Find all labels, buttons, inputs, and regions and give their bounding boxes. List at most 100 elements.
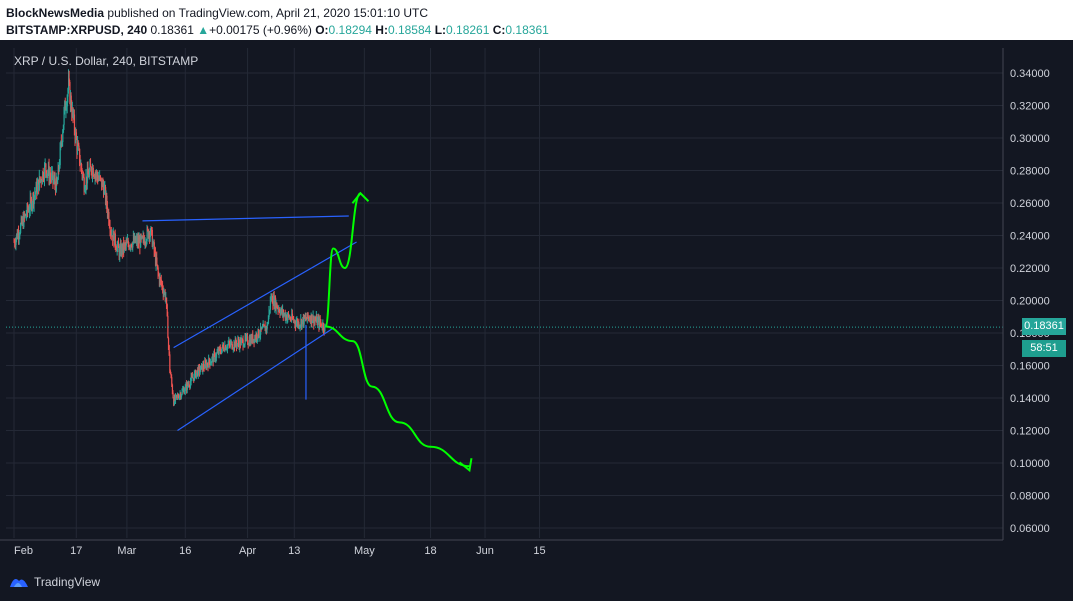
candle-body: [89, 163, 91, 171]
candle-body: [44, 164, 46, 179]
candle-body: [109, 226, 111, 232]
candle-body: [209, 358, 211, 363]
candle-body: [100, 177, 102, 179]
drawings: [6, 191, 1003, 473]
candle-body: [100, 175, 102, 178]
y-tick-label: 0.22000: [1010, 263, 1050, 275]
candle-body: [63, 110, 65, 125]
bearish-projection-line: [325, 325, 470, 468]
candle-body: [89, 170, 91, 178]
y-tick-label: 0.08000: [1010, 491, 1050, 503]
candle-body: [210, 363, 212, 365]
x-tick-label: 16: [179, 545, 191, 557]
symbol-label: BITSTAMP:XRPUSD, 240: [6, 23, 148, 37]
candle-body: [262, 327, 264, 329]
x-tick-label: 18: [424, 545, 436, 557]
candle-body: [270, 299, 272, 310]
candle-body: [108, 211, 110, 224]
candle-body: [171, 377, 173, 385]
y-tick-label: 0.34000: [1010, 68, 1050, 80]
candle-body: [181, 390, 183, 395]
y-tick-label: 0.06000: [1010, 523, 1050, 535]
y-tick-label: 0.16000: [1010, 361, 1050, 373]
candle-body: [62, 132, 64, 143]
channel-line: [173, 241, 357, 349]
open-value: 0.18294: [328, 23, 372, 37]
x-tick-label: Apr: [239, 545, 256, 557]
candle-body: [118, 242, 120, 248]
tradingview-brand[interactable]: TradingView: [34, 575, 101, 589]
chart-area[interactable]: 0.34000 0.32000 0.30000 0.28000 0.26000 0.240…: [0, 40, 1073, 565]
candle-body: [172, 384, 174, 393]
candle-body: [35, 192, 37, 194]
candle-body: [76, 132, 78, 140]
down-arrowhead-icon: [458, 458, 473, 473]
candle-body: [152, 243, 154, 247]
candle-body: [149, 231, 151, 238]
candle-body: [168, 345, 170, 355]
candle-body: [181, 394, 183, 398]
candle-body: [247, 336, 249, 344]
candle-body: [151, 229, 153, 247]
y-tick-label: 0.32000: [1010, 101, 1050, 113]
high-label: H:: [375, 23, 388, 37]
bullish-projection-line: [324, 192, 362, 328]
candle-body: [172, 392, 174, 398]
change-arrow-icon: ▲: [197, 23, 210, 37]
candle-body: [87, 168, 89, 184]
candle-body: [271, 295, 273, 304]
close-value: 0.18361: [505, 23, 549, 37]
candle-body: [166, 297, 168, 305]
candle-body: [19, 233, 21, 236]
y-tick-label: 0.24000: [1010, 231, 1050, 243]
candle-body: [20, 224, 22, 234]
candle-body: [125, 242, 127, 246]
y-tick-label: 0.12000: [1010, 426, 1050, 438]
x-tick-label: Feb: [14, 545, 33, 557]
candle-body: [37, 184, 39, 194]
candle-body: [46, 170, 48, 177]
candle-body: [74, 114, 76, 131]
candle-body: [161, 279, 163, 284]
candle-body: [263, 324, 265, 326]
candle-body: [45, 163, 47, 171]
last-price-tag: 0.18361: [1022, 318, 1066, 335]
candle-body: [258, 329, 260, 337]
candle-body: [311, 314, 313, 323]
publisher-name[interactable]: BlockNewsMedia: [6, 6, 105, 20]
ohlc-line: BITSTAMP:XRPUSD, 240 0.18361 ▲+0.00175 (…: [6, 23, 549, 37]
up-arrowhead-icon: [351, 191, 370, 204]
candle-body: [261, 327, 263, 330]
candle-body: [186, 382, 188, 390]
candle-body: [185, 386, 187, 392]
y-tick-label: 0.30000: [1010, 133, 1050, 145]
y-tick-label: 0.20000: [1010, 296, 1050, 308]
published-text: published on TradingView.com, April 21, …: [107, 6, 429, 20]
candle-body: [323, 323, 325, 330]
candle-body: [288, 313, 290, 316]
candle-body: [156, 257, 158, 265]
chart-legend: XRP / U.S. Dollar, 240, BITSTAMP: [14, 54, 199, 68]
candle-body: [169, 354, 171, 371]
candle-body: [57, 179, 59, 184]
candle-body: [90, 166, 92, 173]
candle-body: [324, 323, 326, 332]
bar-countdown: 58:51: [1022, 340, 1066, 357]
x-tick-label: Jun: [476, 545, 494, 557]
candle-body: [81, 170, 83, 177]
low-value: 0.18261: [446, 23, 490, 37]
candle-body: [216, 353, 218, 358]
close-label: C:: [492, 23, 506, 37]
candle-body: [39, 176, 41, 191]
footer: TradingView: [0, 565, 1073, 601]
x-tick-label: Mar: [117, 545, 136, 557]
candle-body: [252, 334, 254, 343]
y-tick-label: 0.10000: [1010, 458, 1050, 470]
chart-grid: [6, 48, 1003, 538]
y-tick-label: 0.28000: [1010, 166, 1050, 178]
tradingview-logo-icon[interactable]: [8, 573, 30, 589]
x-tick-label: 13: [288, 545, 300, 557]
candle-body: [81, 164, 83, 171]
candle-body: [166, 304, 168, 316]
candle-body: [307, 312, 309, 318]
